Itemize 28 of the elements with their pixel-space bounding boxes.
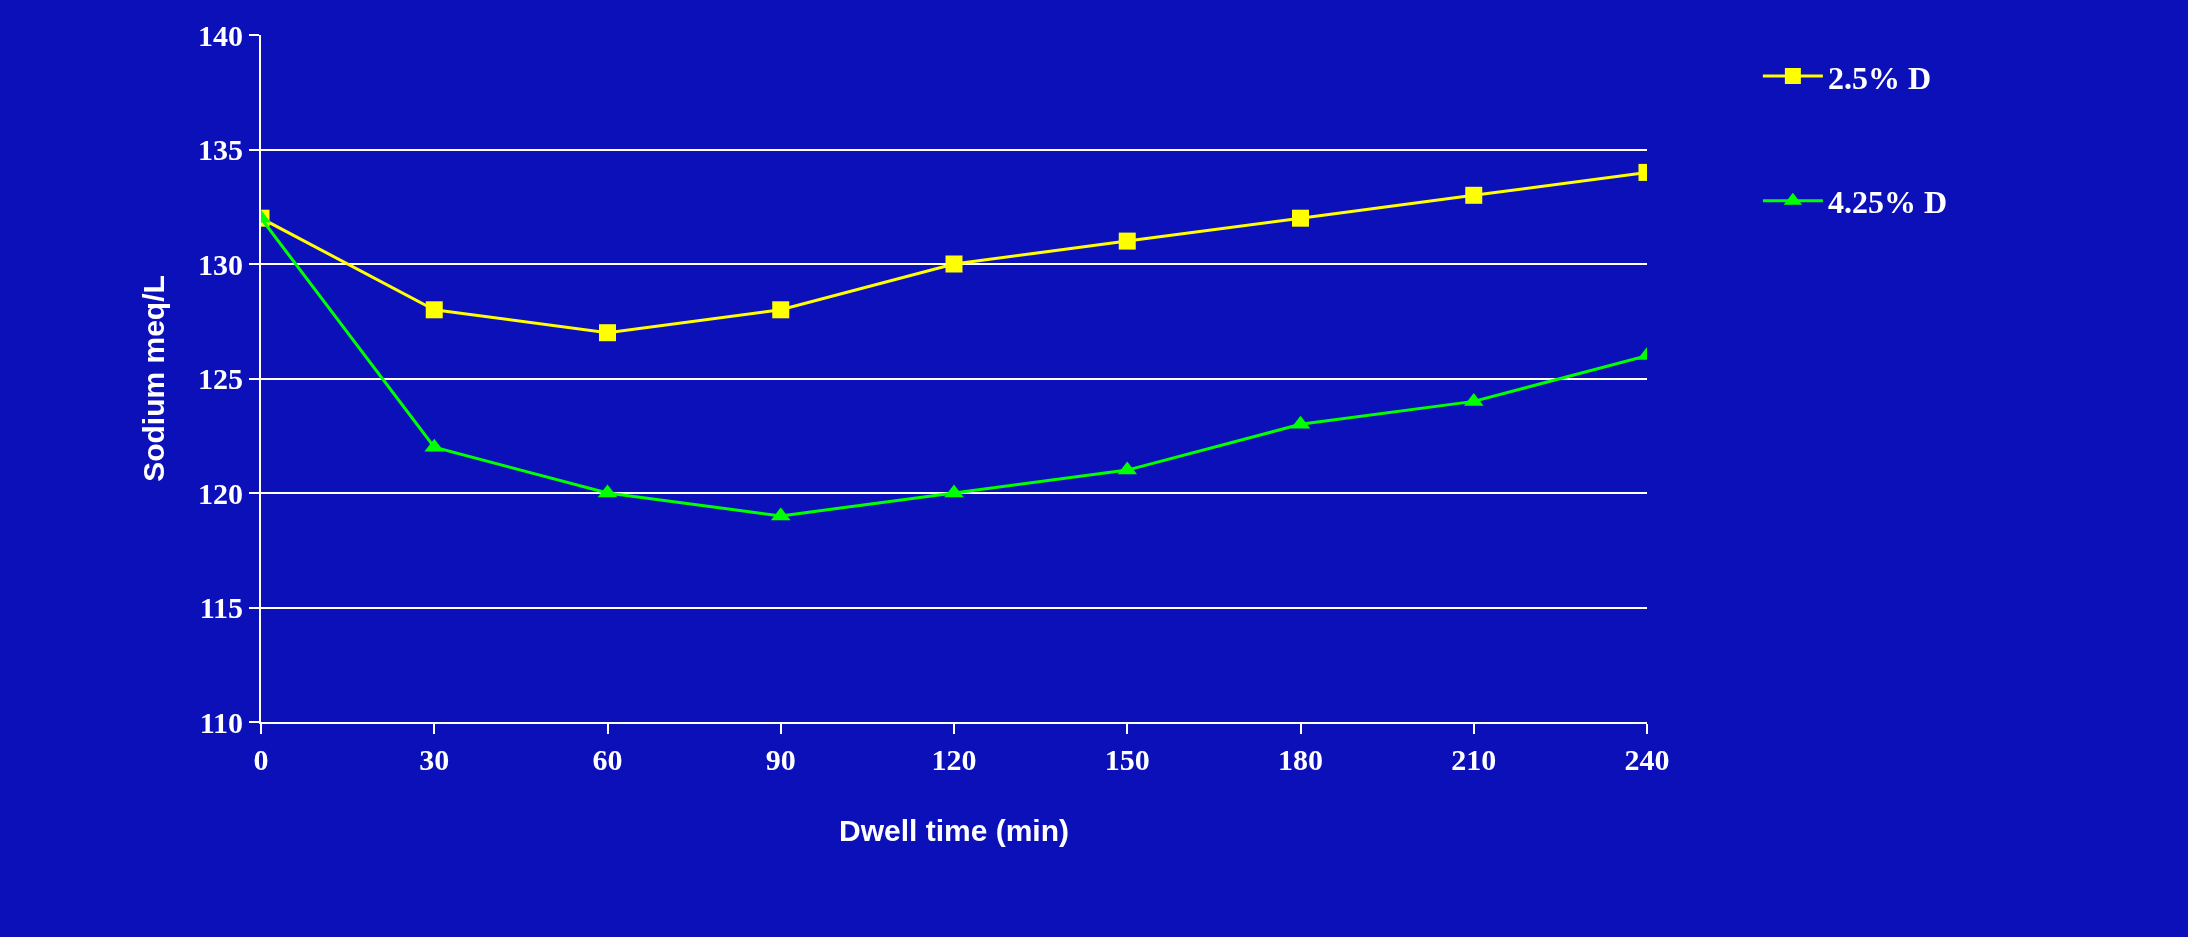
x-tick-label: 0 [253,743,269,776]
legend-label: 2.5% D [1827,59,1931,96]
y-tick-label: 130 [198,247,243,281]
point [599,324,616,342]
x-tick-label: 240 [1624,743,1670,776]
point [1292,209,1309,227]
y-axis-title: Sodium meq/L [136,275,170,482]
x-tick-label: 60 [592,743,623,776]
point [944,484,964,498]
x-tick-label: 120 [931,743,977,776]
x-tick-label: 180 [1278,743,1323,776]
x-axis-title: Dwell time (min) [838,814,1070,847]
x-tick-label: 150 [1104,743,1150,776]
x-tick-label: 90 [765,743,796,776]
y-tick-label: 115 [199,591,243,624]
y-tick-label: 125 [198,362,243,395]
y-tick-label: 120 [198,476,243,510]
x-tick-label: 210 [1451,743,1497,776]
point [772,301,790,319]
point [1465,186,1483,204]
y-tick-label: 135 [198,133,243,166]
y-tick-label: 140 [198,18,243,52]
point [945,255,963,273]
point [1118,232,1136,250]
x-tick-label: 30 [419,743,450,776]
point [425,301,443,319]
legend-label: 4.25% D [1827,184,1947,221]
y-tick-label: 110 [199,705,243,739]
